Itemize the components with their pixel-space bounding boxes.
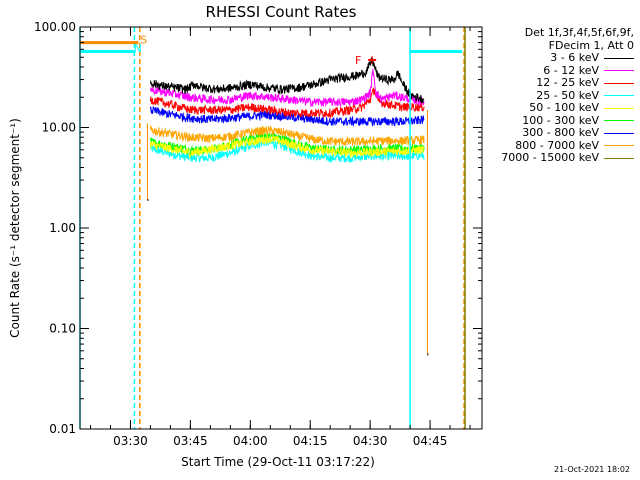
legend-item: 12 - 25 keV (482, 76, 634, 90)
annotation-s: S (140, 34, 147, 47)
annotation-f: F (355, 54, 361, 67)
legend-swatch (604, 120, 634, 122)
series-line-1 (149, 68, 425, 108)
legend-label: 7000 - 15000 keV (501, 151, 599, 164)
x-tick-label: 04:30 (353, 434, 388, 448)
y-tick-label: 10.00 (42, 121, 76, 135)
legend-item: 7000 - 15000 keV (482, 151, 634, 165)
x-axis-label: Start Time (29-Oct-11 03:17:22) (181, 455, 375, 469)
legend: Det 1f,3f,4f,5f,6f,9f, FDecim 1, Att 0 3… (482, 26, 634, 165)
y-tick-label: 0.10 (49, 322, 76, 336)
legend-item: 50 - 100 keV (482, 101, 634, 115)
legend-label: 3 - 6 keV (550, 51, 599, 64)
series-line-2 (149, 87, 425, 119)
chart-title: RHESSI Count Rates (206, 3, 357, 21)
series-line-0 (149, 57, 425, 104)
annotation-n: N (134, 42, 142, 55)
y-tick-label: 100.00 (34, 20, 76, 34)
legend-item: 6 - 12 keV (482, 63, 634, 78)
axis-layer: 0.01 0.10 1.00 10.00 100.00 03:30 03:45 04:00 04… (34, 20, 482, 448)
legend-label: 300 - 800 keV (522, 126, 599, 139)
legend-swatch (604, 107, 634, 109)
legend-item: 3 - 6 keV (482, 51, 634, 65)
y-tick-label: 0.01 (49, 422, 76, 436)
legend-rows: 3 - 6 keV 6 - 12 keV 12 - 25 keV 25 - 50 ke… (482, 51, 634, 165)
legend-label: 100 - 300 keV (522, 113, 599, 127)
legend-swatch (604, 70, 634, 72)
legend-swatch (604, 145, 634, 147)
legend-swatch (604, 57, 634, 59)
legend-swatch (604, 157, 634, 159)
x-tick-label: 04:15 (293, 434, 328, 448)
legend-swatch (604, 95, 634, 97)
y-tick-label: 1.00 (49, 221, 76, 235)
legend-item: 25 - 50 keV (482, 88, 634, 103)
legend-label: 12 - 25 keV (536, 76, 599, 89)
legend-item: 100 - 300 keV (482, 113, 634, 128)
x-tick-label: 04:00 (233, 434, 268, 448)
legend-header-line-1: Det 1f,3f,4f,5f,6f,9f, (524, 26, 634, 39)
series-line-4 (149, 133, 425, 158)
legend-label: 6 - 12 keV (543, 63, 599, 77)
x-tick-label: 04:45 (413, 434, 448, 448)
series-line-6 (149, 106, 425, 128)
legend-label: 800 - 7000 keV (515, 138, 599, 152)
legend-label: 25 - 50 keV (536, 88, 599, 102)
y-axis-label: Count Rate (s⁻¹ detector segment⁻¹) (8, 118, 22, 338)
legend-item: 800 - 7000 keV (482, 138, 634, 153)
legend-item: 300 - 800 keV (482, 126, 634, 140)
footer-timestamp: 21-Oct-2021 18:02 (554, 465, 630, 474)
x-tick-label: 03:45 (173, 434, 208, 448)
legend-swatch (604, 132, 634, 134)
x-tick-label: 03:30 (113, 434, 148, 448)
legend-label: 50 - 100 keV (529, 101, 599, 114)
series-line-7 (149, 125, 425, 147)
series-layer (149, 57, 425, 164)
legend-header-line-2: FDecim 1, Att 0 (548, 39, 634, 52)
legend-swatch (604, 82, 634, 84)
